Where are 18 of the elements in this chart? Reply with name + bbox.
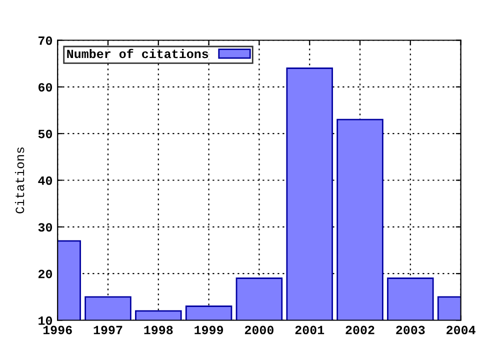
x-tick-label: 1998 <box>144 326 173 334</box>
x-tick-label: 2000 <box>244 326 274 334</box>
x-tick-label: 2003 <box>396 326 425 334</box>
y-tick-label: 30 <box>38 223 52 232</box>
y-axis-title: Citations <box>14 148 24 214</box>
y-tick-label: 10 <box>38 316 52 325</box>
x-tick-label: 1999 <box>194 326 224 334</box>
x-tick-label: 2004 <box>446 326 476 334</box>
legend-label: Number of citations <box>67 48 208 58</box>
x-tick-label: 2001 <box>295 326 324 334</box>
x-tick-label: 2002 <box>346 326 374 334</box>
x-tick-label: 1997 <box>94 326 122 334</box>
y-tick-label: 50 <box>38 130 52 138</box>
y-tick-label: 60 <box>38 83 52 92</box>
x-tick-label: 1996 <box>43 326 72 334</box>
y-tick-label: 70 <box>38 36 52 45</box>
y-tick-label: 40 <box>38 176 52 185</box>
y-tick-label: 20 <box>38 270 52 278</box>
